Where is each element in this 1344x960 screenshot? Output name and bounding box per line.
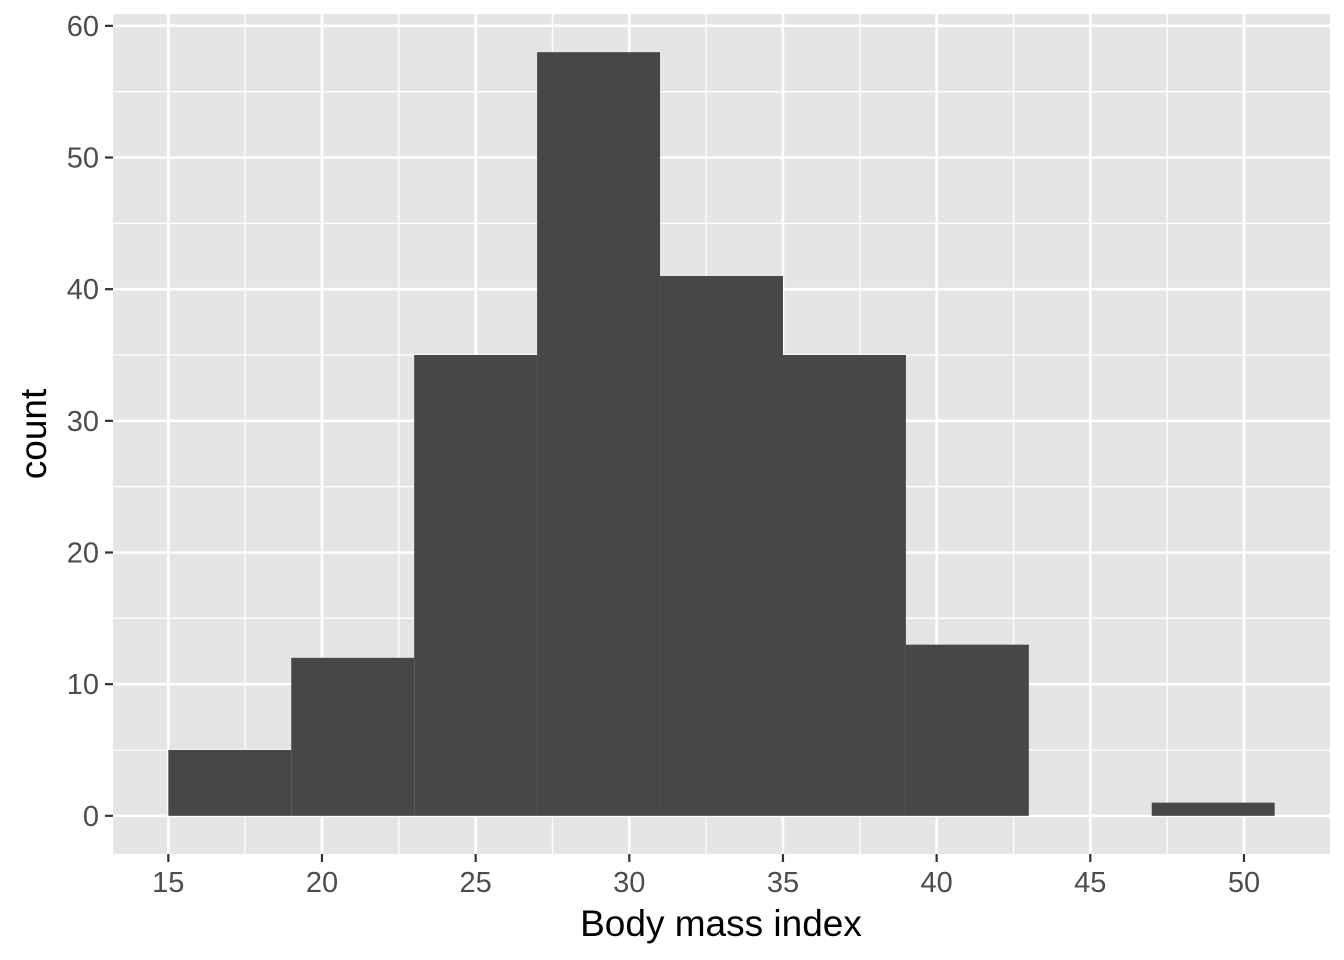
y-axis-title: count bbox=[13, 388, 54, 479]
histogram-bar bbox=[905, 644, 1029, 816]
y-tick-label: 40 bbox=[67, 274, 99, 306]
histogram-bar bbox=[537, 52, 661, 816]
bars bbox=[168, 52, 1275, 816]
y-tick-label: 50 bbox=[67, 143, 99, 175]
x-tick-label: 15 bbox=[152, 867, 184, 899]
y-tick-label: 20 bbox=[67, 537, 99, 569]
x-tick-label: 20 bbox=[306, 867, 338, 899]
x-tick-label: 40 bbox=[920, 867, 952, 899]
x-axis-title: Body mass index bbox=[580, 903, 862, 944]
y-tick-label: 30 bbox=[67, 406, 99, 438]
x-tick-label: 50 bbox=[1228, 867, 1260, 899]
y-tick-label: 10 bbox=[67, 669, 99, 701]
x-tick-label: 30 bbox=[613, 867, 645, 899]
histogram-bar bbox=[414, 355, 538, 816]
histogram-bar bbox=[660, 276, 783, 816]
x-axis: 15 20 25 30 35 40 45 50 bbox=[152, 854, 1260, 899]
y-axis: 0 10 20 30 40 50 60 bbox=[67, 11, 113, 833]
x-tick-label: 45 bbox=[1074, 867, 1106, 899]
histogram-bar bbox=[1151, 802, 1275, 816]
x-tick-label: 35 bbox=[767, 867, 799, 899]
y-tick-label: 0 bbox=[83, 801, 99, 833]
histogram-bar bbox=[291, 657, 415, 816]
x-tick-label: 25 bbox=[460, 867, 492, 899]
histogram-bar bbox=[168, 749, 292, 816]
y-tick-label: 60 bbox=[67, 11, 99, 43]
histogram-bar bbox=[782, 355, 906, 816]
